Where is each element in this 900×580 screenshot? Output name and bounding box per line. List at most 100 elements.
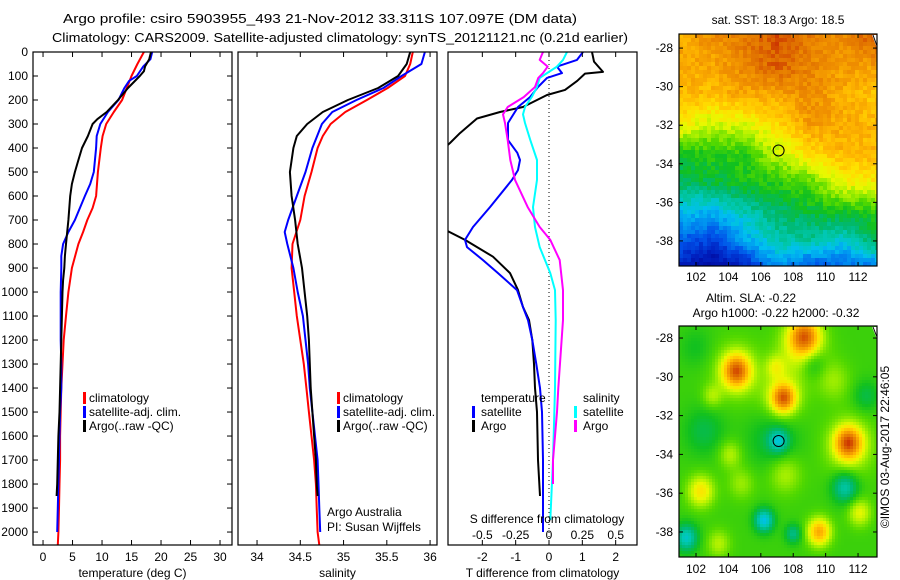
x2-axis-label: S difference from climatology [470,512,625,526]
depth-tick-label: 1000 [1,285,28,299]
x-axis-label: T difference from climatology [466,566,620,580]
series-climatology-line [56,52,145,545]
x2-tick-label: 0.5 [607,528,624,542]
depth-tick-label: 400 [8,141,28,155]
series-salinity-satellite-line [522,52,568,521]
x-tick-label: 10 [95,550,109,564]
legend-group-title: temperature [481,391,546,405]
legend-swatch [337,406,340,418]
legend-swatch [574,406,577,418]
argo-position-marker [772,144,785,157]
depth-tick-label: 300 [8,117,28,131]
x-tick-label: 5 [69,550,76,564]
coastline [872,34,878,47]
x-tick-label: 36 [423,550,437,564]
plot-frame [237,51,438,546]
x-axis-label: salinity [319,566,356,580]
depth-tick-label: 0 [21,45,28,59]
depth-tick-label: 800 [8,237,28,251]
x-tick-label: 1 [579,550,586,564]
legend-label: satellite [583,405,624,419]
lon-tick-label: 102 [686,562,706,576]
legend: temperaturesatelliteArgosalinitysatellit… [472,391,624,433]
series-climatology-line [290,52,414,545]
map-frame [678,33,878,267]
difference-profile-panel: -2 -1 0 1 2 T difference from climatology -0.5… [447,51,638,580]
lat-tick-label: -28 [656,331,674,345]
legend-swatch [337,392,340,404]
argo-position-marker [772,435,785,448]
salinity-profile-panel: 34 34.5 35 35.5 36 salinity climatologysatelli… [237,51,438,580]
map-title: sat. SST: 18.3 Argo: 18.5 [712,13,845,27]
x-tick-label: 34.5 [289,550,313,564]
land-area [872,327,877,339]
x-tick-label: 35.5 [375,550,399,564]
depth-tick-label: 500 [8,165,28,179]
lat-tick-label: -36 [656,486,674,500]
legend-swatch [83,420,86,432]
legend-label: satellite-adj. clim. [343,405,435,419]
lon-tick-label: 108 [783,270,803,284]
x2-tick-label: -0.5 [472,528,493,542]
map-title: Altim. SLA: -0.22 [706,291,796,305]
depth-tick-label: 1600 [1,429,28,443]
map-frame [678,325,878,558]
coastline [872,326,878,338]
x-tick-label: 25 [184,550,198,564]
annotation-text: Argo Australia [327,505,402,519]
x-tick-label: -1 [510,550,521,564]
lon-tick-label: 112 [848,562,867,576]
lat-tick-label: -36 [656,195,674,209]
plot-frame [447,51,638,546]
plot-frame [32,51,233,546]
depth-tick-label: 600 [8,189,28,203]
x-axis-label: temperature (deg C) [78,566,186,580]
sla-map-image [679,326,877,557]
lat-tick-label: -34 [656,447,674,461]
x2-tick-label: -0.25 [502,528,530,542]
sst-map-image [679,34,877,266]
x-tick-label: 15 [125,550,139,564]
depth-tick-label: 1400 [1,381,28,395]
depth-tick-label: 700 [8,213,28,227]
lon-tick-label: 102 [686,270,706,284]
lat-tick-label: -38 [656,234,674,248]
lon-tick-label: 110 [816,270,835,284]
lon-tick-label: 106 [751,270,771,284]
depth-tick-label: 100 [8,69,28,83]
legend-label: satellite [481,405,522,419]
series-argo-raw-qc-line [55,52,152,497]
legend-group-title: salinity [583,391,620,405]
x-tick-label: 35 [337,550,351,564]
legend-label: satellite-adj. clim. [89,405,181,419]
lon-tick-label: 110 [816,562,835,576]
series-temperature-argo-line [448,52,604,497]
legend-label: Argo [583,419,609,433]
legend-label: climatology [343,391,403,405]
x-tick-label: 20 [154,550,168,564]
legend-swatch [83,406,86,418]
depth-tick-label: 1500 [1,405,28,419]
lon-tick-label: 104 [718,562,738,576]
x2-tick-label: 0.25 [571,528,595,542]
sst-map-axes: 102 104 106 108 110 112 -28 -30 -32 -34 -36 -38 sat.… [656,13,878,284]
x-tick-label: 2 [612,550,619,564]
figure-title-line2: Climatology: CARS2009. Satellite-adjuste… [52,30,628,45]
legend-label: Argo(..raw -QC) [89,419,174,433]
series-salinity-argo-line [502,52,564,484]
depth-tick-label: 2000 [1,525,28,539]
series-satellite-adj-clim-line [56,52,154,533]
lat-tick-label: -30 [656,80,674,94]
depth-tick-label: 200 [8,93,28,107]
legend-swatch [83,392,86,404]
lat-tick-label: -28 [656,41,674,55]
lon-tick-label: 106 [751,562,771,576]
series-argo-raw-qc-line [288,52,412,497]
depth-tick-label: 1200 [1,333,28,347]
lat-tick-label: -32 [656,409,674,423]
land-area [872,35,877,48]
x-tick-label: 30 [213,550,227,564]
